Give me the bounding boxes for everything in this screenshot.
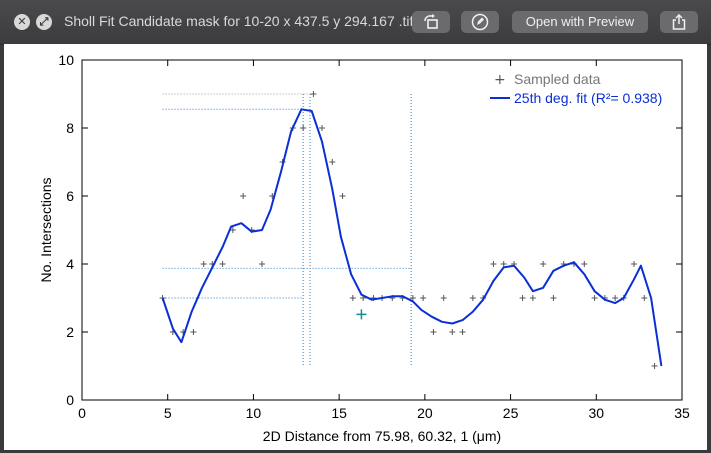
sampled-data-point xyxy=(240,193,247,199)
image-canvas: 0 5 10 15 20 25 30 35 0 2 4 6 8 10 2D Distance from 7… xyxy=(4,44,707,450)
sampled-data-point xyxy=(300,125,307,131)
x-tick-label: 15 xyxy=(331,405,347,421)
sampled-data-point xyxy=(329,159,336,165)
x-tick-label: 35 xyxy=(674,405,690,421)
x-tick-label: 5 xyxy=(164,405,172,421)
sampled-data-point xyxy=(591,295,598,301)
x-tick-label: 0 xyxy=(78,405,86,421)
sampled-data-point xyxy=(190,329,197,335)
sampled-data-point xyxy=(519,295,526,301)
x-tick-label: 25 xyxy=(503,405,519,421)
sampled-data-point xyxy=(349,295,356,301)
sampled-data-point xyxy=(529,295,536,301)
sampled-data-point xyxy=(229,227,236,233)
sampled-data-point xyxy=(651,363,658,369)
sampled-data-point xyxy=(631,261,637,267)
sampled-data-point xyxy=(420,295,427,301)
x-tick-label: 20 xyxy=(417,405,433,421)
sampled-data-point xyxy=(339,193,346,199)
open-with-preview-button[interactable]: Open with Preview xyxy=(512,11,648,33)
y-axis-label: No. Intersections xyxy=(38,177,54,282)
sampled-data-point xyxy=(259,261,265,267)
y-tick-label: 8 xyxy=(66,120,74,136)
rotate-button[interactable] xyxy=(412,11,450,33)
markup-pen-icon xyxy=(471,13,489,31)
sampled-data-point xyxy=(409,295,416,301)
sholl-plot: 0 5 10 15 20 25 30 35 0 2 4 6 8 10 2D Distance from 7… xyxy=(38,52,690,444)
fit-curve xyxy=(161,108,663,367)
x-tick-label: 30 xyxy=(588,405,604,421)
sampled-data-point xyxy=(200,261,207,267)
plot-frame xyxy=(81,59,683,401)
y-tick-label: 0 xyxy=(66,392,74,408)
sampled-data-point xyxy=(319,125,325,131)
markup-button[interactable] xyxy=(461,11,499,33)
sampled-data-point xyxy=(469,295,476,301)
centroid-marker xyxy=(356,309,367,320)
rotate-left-icon xyxy=(424,14,438,29)
legend: + Sampled data 25th deg. fit (R²= 0.938) xyxy=(490,71,662,106)
legend-marker-sampled: + xyxy=(494,72,506,88)
sampled-data-point xyxy=(310,91,317,97)
x-tick-label: 10 xyxy=(246,405,262,421)
y-tick-label: 4 xyxy=(66,256,74,272)
sampled-data-point xyxy=(449,329,456,335)
sampled-data-point xyxy=(612,295,619,301)
sampled-data-point xyxy=(641,295,648,301)
share-icon xyxy=(672,14,686,30)
legend-label-fit: 25th deg. fit (R²= 0.938) xyxy=(514,90,662,106)
sampled-data-point xyxy=(459,329,466,335)
x-axis-label: 2D Distance from 75.98, 60.32, 1 (μm) xyxy=(263,428,501,444)
fullscreen-icon[interactable]: ⤢ xyxy=(36,14,52,30)
sampled-data-point xyxy=(500,261,507,267)
y-tick-label: 10 xyxy=(58,52,74,68)
legend-label-sampled: Sampled data xyxy=(514,71,601,87)
sampled-data-point xyxy=(430,329,437,335)
share-button[interactable] xyxy=(660,11,698,33)
title-bar[interactable]: ✕ ⤢ Sholl Fit Candidate mask for 10-20 x… xyxy=(0,0,711,45)
sampled-data-point xyxy=(490,261,497,267)
sampled-data-point xyxy=(440,295,447,301)
y-tick-label: 6 xyxy=(66,188,74,204)
close-icon[interactable]: ✕ xyxy=(14,14,30,30)
sampled-data-point xyxy=(550,295,557,301)
window-title: Sholl Fit Candidate mask for 10-20 x 437… xyxy=(64,13,414,29)
y-tick-label: 2 xyxy=(66,324,74,340)
sampled-data-point xyxy=(219,261,226,267)
sampled-data-point xyxy=(540,261,547,267)
sampled-data-point xyxy=(581,261,588,267)
